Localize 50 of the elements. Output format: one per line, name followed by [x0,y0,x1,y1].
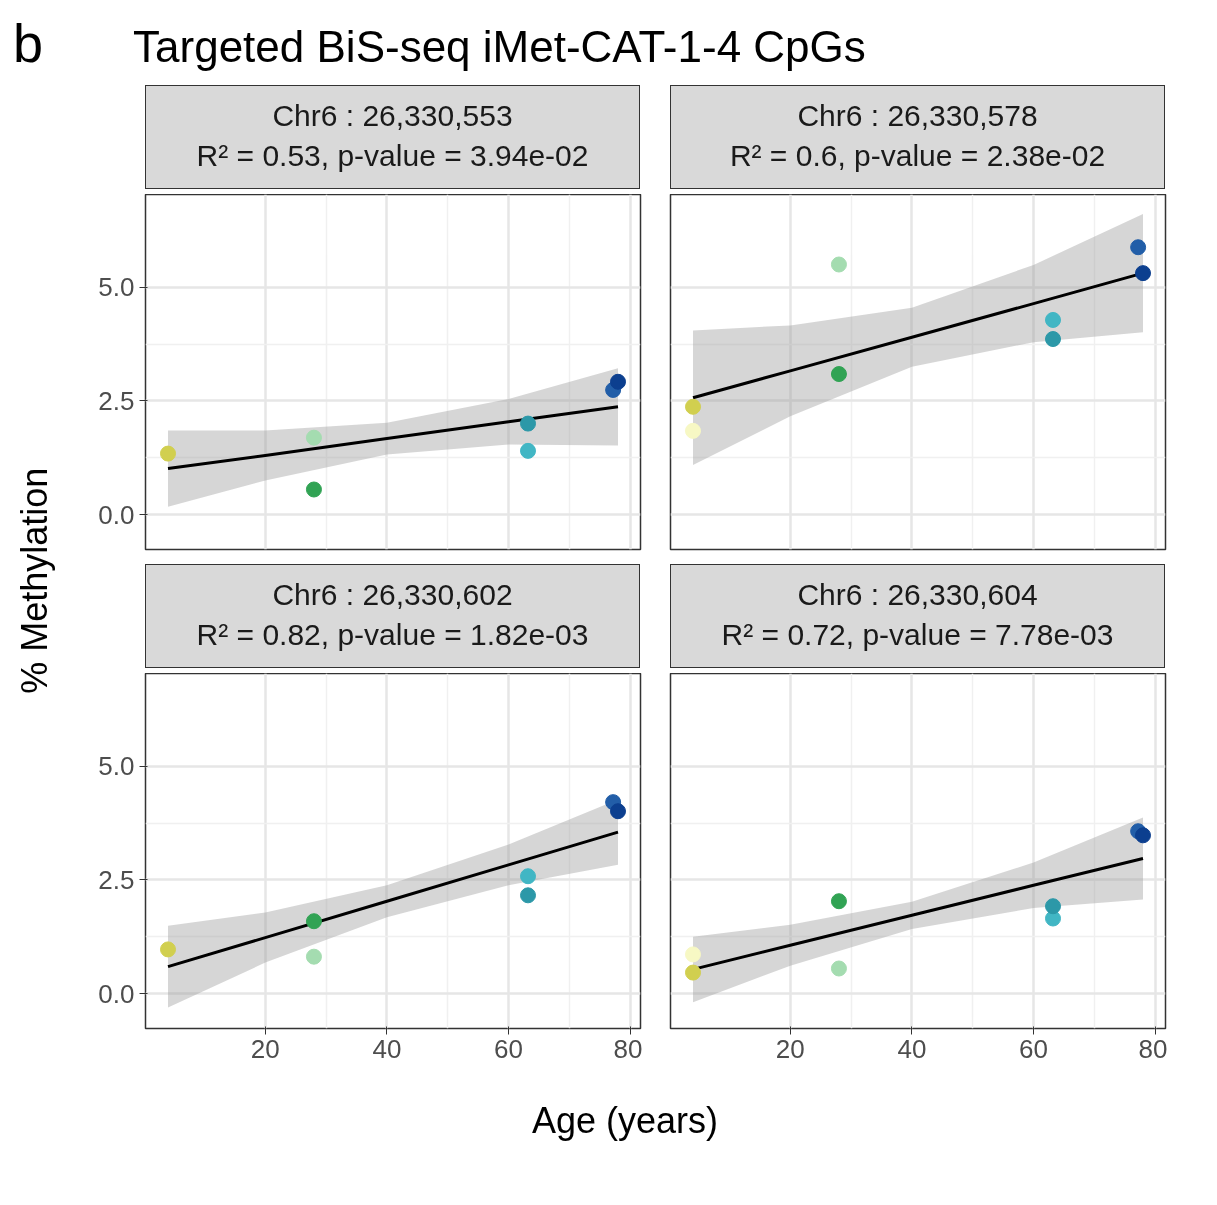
point [1135,827,1151,844]
y-tick-label: 0.0 [98,499,135,530]
line-series [166,830,620,969]
x-tick-label: 20 [775,1033,805,1064]
y-tick-label: 2.5 [98,864,135,895]
chart-title: Chr6 : 26,330,578 R² = 0.6, p-value = 2.38e-02 [729,98,1106,174]
x-tick-label: 80 [613,1033,643,1064]
x-axis-title: Age (years) [530,1099,720,1143]
point [610,803,626,820]
x-tick-label: 80 [1138,1033,1168,1064]
point [685,422,701,439]
point [1130,239,1147,256]
y-tick-label: 5.0 [98,272,135,303]
point [1135,265,1151,282]
y-tick-label: 0.0 [98,978,135,1009]
line-series [166,405,620,471]
text: Targeted BiS-seq iMet-CAT-1-4 CpGs [133,22,866,71]
x-tick-label: 60 [494,1033,523,1064]
point [1045,311,1061,328]
point [520,868,536,885]
chart-title: Chr6 : 26,330,553 R² = 0.53, p-value = 3.94e-02 [196,98,589,174]
y-tick-label: 2.5 [98,385,135,416]
point [1045,898,1061,915]
point [685,964,701,981]
point [160,941,176,958]
y-axis-title: % Methylation [13,466,57,696]
point [305,948,322,965]
point [685,946,701,963]
point [830,256,847,273]
point [520,415,536,432]
chart-title: Chr6 : 26,330,604 R² = 0.72, p-value = 7.78e-03 [721,577,1114,653]
point [160,445,176,462]
x-tick-label: 40 [897,1033,927,1064]
text: b [13,13,44,73]
point [830,960,847,977]
point [305,481,322,498]
point [520,887,536,904]
y-tick-label: 5.0 [98,751,135,782]
point [830,366,847,383]
point [305,429,322,446]
point [520,442,536,459]
point [610,373,626,390]
chart-title: Chr6 : 26,330,602 R² = 0.82, p-value = 1.82e-03 [196,577,589,653]
point [685,398,701,415]
x-tick-label: 20 [250,1033,280,1064]
point [830,893,847,910]
x-tick-label: 40 [372,1033,402,1064]
point [1045,331,1061,348]
x-tick-label: 60 [1019,1033,1048,1064]
point [305,913,322,930]
